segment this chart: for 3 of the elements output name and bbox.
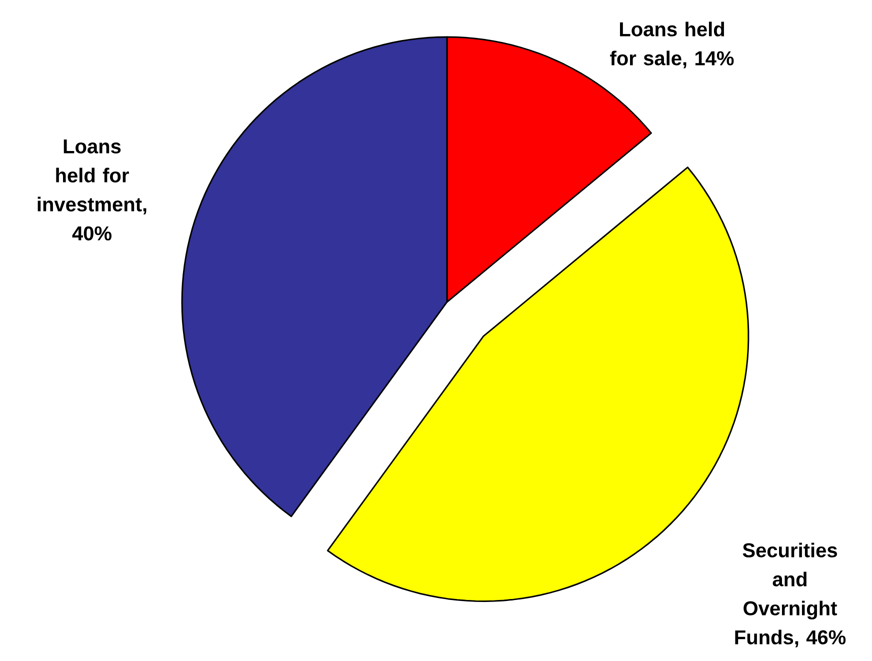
slice-label: Securities and Overnight Funds, 46% [735,542,846,648]
slice-label: Loans held for sale, 14% [610,22,734,68]
slice-label: Loans held for investment, 40% [38,140,146,240]
